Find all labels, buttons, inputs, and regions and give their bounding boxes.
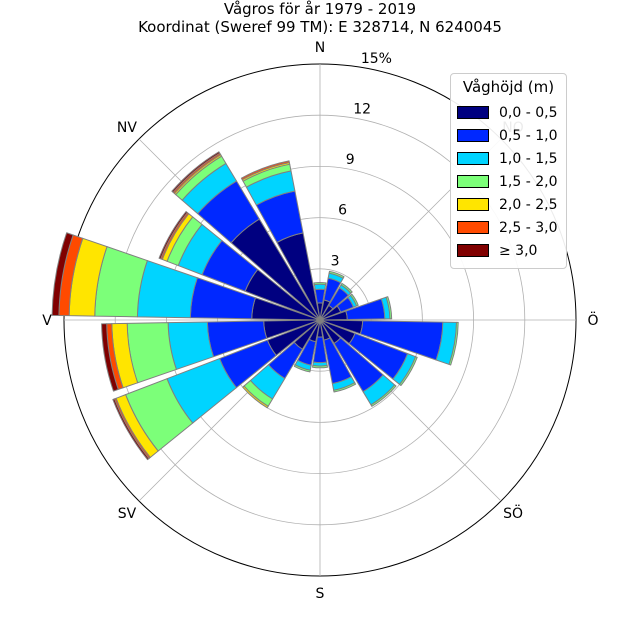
legend-swatch — [457, 221, 489, 234]
wave-bar-segment — [448, 321, 459, 366]
wave-bar-segment — [158, 211, 188, 260]
direction-label: N — [315, 40, 325, 56]
legend-label: 0,0 - 0,5 — [499, 104, 558, 121]
direction-label: V — [42, 313, 52, 329]
wave-bar-segment — [370, 384, 397, 407]
legend-label: ≥ 3,0 — [499, 242, 538, 259]
direction-label: SV — [118, 506, 137, 522]
wave-bar-segment — [312, 365, 328, 369]
wave-bar-segment — [385, 296, 393, 320]
legend-item: 1,5 - 2,0 — [457, 170, 560, 193]
legend-item: 0,5 - 1,0 — [457, 124, 560, 147]
legend-label: 2,5 - 3,0 — [499, 219, 558, 236]
direction-label: SÖ — [503, 504, 523, 522]
wave-bar-segment — [340, 282, 353, 294]
legend-swatch — [457, 244, 489, 257]
wave-bar-segment — [112, 398, 150, 461]
wave-bar-segment — [399, 356, 418, 387]
legend-item: ≥ 3,0 — [457, 239, 560, 262]
wave-bar-segment — [101, 323, 119, 392]
legend-item: 2,5 - 3,0 — [457, 216, 560, 239]
legend-label: 0,5 - 1,0 — [499, 127, 558, 144]
radial-tick-label: 15% — [361, 51, 392, 67]
wave-bar-segment — [293, 364, 311, 373]
wave-bar-segment — [350, 293, 359, 307]
legend-swatch — [457, 198, 489, 211]
chart-title: Vågros för år 1979 - 2019 — [223, 0, 417, 18]
wave-bars — [51, 151, 459, 461]
wave-bar-segment — [242, 385, 269, 409]
legend: Våghöjd (m) 0,0 - 0,5 0,5 - 1,0 1,0 - 1,5 1… — [450, 73, 567, 269]
legend-swatch — [457, 106, 489, 119]
legend-item: 0,0 - 0,5 — [457, 101, 560, 124]
wave-bar-segment — [171, 151, 221, 193]
direction-label: NV — [117, 120, 137, 136]
legend-title: Våghöjd (m) — [462, 78, 555, 96]
legend-label: 2,0 - 2,5 — [499, 196, 558, 213]
direction-label: S — [316, 586, 325, 602]
wave-bar-segment — [313, 281, 327, 286]
legend-item: 1,0 - 1,5 — [457, 147, 560, 170]
legend-label: 1,0 - 1,5 — [499, 150, 558, 167]
wave-bar-segment — [313, 283, 327, 291]
legend-swatch — [457, 152, 489, 165]
wave-bar-segment — [333, 382, 357, 393]
legend-items: 0,0 - 0,5 0,5 - 1,0 1,0 - 1,5 1,5 - 2,0 2,0 … — [457, 101, 560, 262]
wave-bar-segment — [240, 160, 290, 181]
legend-item: 2,0 - 2,5 — [457, 193, 560, 216]
radial-tick-label: 6 — [338, 203, 347, 219]
radial-tick-label: 9 — [346, 152, 355, 168]
legend-swatch — [457, 175, 489, 188]
wave-bar-segment — [328, 270, 345, 279]
direction-label: Ö — [587, 311, 598, 329]
chart-subtitle: Koordinat (Sweref 99 TM): E 328714, N 62… — [138, 18, 502, 36]
legend-swatch — [457, 129, 489, 142]
wave-bar-segment — [51, 232, 74, 316]
radial-tick-label: 12 — [353, 101, 371, 117]
legend-label: 1,5 - 2,0 — [499, 173, 558, 190]
radial-tick-label: 3 — [331, 253, 340, 269]
wave-bar-segment — [167, 321, 214, 370]
